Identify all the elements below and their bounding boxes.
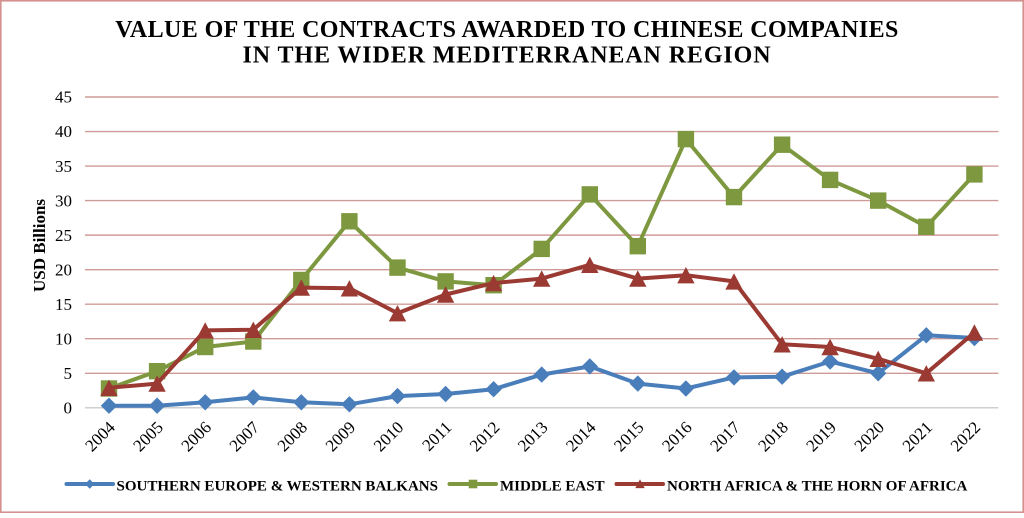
svg-text:MIDDLE EAST: MIDDLE EAST <box>500 478 605 494</box>
svg-text:15: 15 <box>55 295 72 314</box>
svg-text:SOUTHERN EUROPE & WESTERN BALK: SOUTHERN EUROPE & WESTERN BALKANS <box>117 478 438 494</box>
svg-text:USD Billions: USD Billions <box>30 199 49 292</box>
svg-text:10: 10 <box>55 329 72 348</box>
svg-text:NORTH AFRICA & THE HORN OF AFR: NORTH AFRICA & THE HORN OF AFRICA <box>667 478 967 494</box>
svg-text:40: 40 <box>55 122 72 141</box>
svg-text:30: 30 <box>55 191 72 210</box>
svg-text:45: 45 <box>55 88 72 107</box>
svg-text:0: 0 <box>64 399 73 418</box>
svg-text:20: 20 <box>55 260 72 279</box>
svg-text:5: 5 <box>64 364 73 383</box>
svg-text:35: 35 <box>55 157 72 176</box>
svg-text:IN THE WIDER MEDITERRANEAN REG: IN THE WIDER MEDITERRANEAN REGION <box>243 43 772 69</box>
svg-text:VALUE OF THE CONTRACTS AWARDED: VALUE OF THE CONTRACTS AWARDED TO CHINES… <box>115 17 898 43</box>
svg-text:25: 25 <box>55 226 72 245</box>
